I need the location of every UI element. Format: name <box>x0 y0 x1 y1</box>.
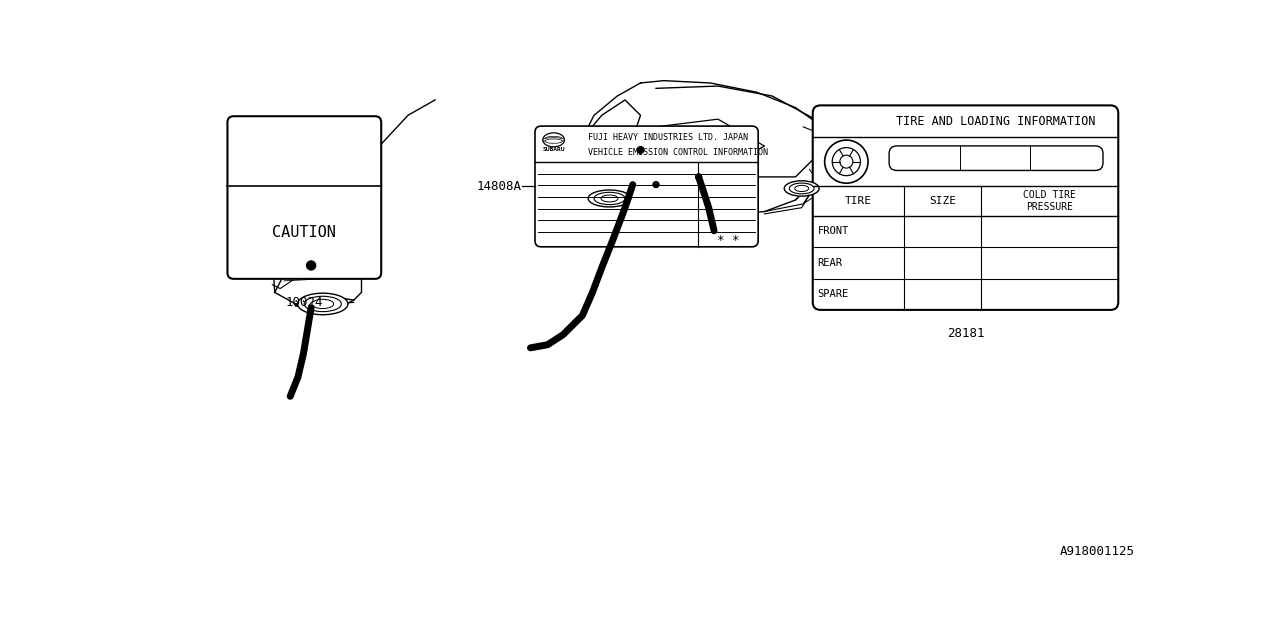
Text: FRONT: FRONT <box>818 227 849 237</box>
Text: CAUTION: CAUTION <box>273 225 337 240</box>
Circle shape <box>695 174 701 180</box>
Text: VEHICLE EMISSION CONTROL INFORMATION: VEHICLE EMISSION CONTROL INFORMATION <box>588 148 768 157</box>
Ellipse shape <box>795 186 809 191</box>
FancyBboxPatch shape <box>535 126 758 247</box>
FancyBboxPatch shape <box>813 106 1119 310</box>
Circle shape <box>832 148 860 175</box>
Text: REAR: REAR <box>818 258 842 268</box>
Ellipse shape <box>545 136 562 141</box>
Text: 10024: 10024 <box>285 296 323 308</box>
Ellipse shape <box>543 133 564 147</box>
Ellipse shape <box>545 139 562 143</box>
Circle shape <box>653 182 659 188</box>
Ellipse shape <box>312 300 334 308</box>
Circle shape <box>840 155 852 168</box>
Text: SIZE: SIZE <box>929 196 956 206</box>
Text: SPARE: SPARE <box>818 289 849 300</box>
Text: * *: * * <box>717 234 740 247</box>
Text: 14808A: 14808A <box>477 180 522 193</box>
FancyBboxPatch shape <box>228 116 381 279</box>
Text: COLD TIRE
PRESSURE: COLD TIRE PRESSURE <box>1023 190 1076 212</box>
FancyBboxPatch shape <box>890 146 1103 170</box>
Ellipse shape <box>543 138 564 142</box>
Ellipse shape <box>602 195 618 202</box>
Circle shape <box>306 261 316 270</box>
Text: SUBARU: SUBARU <box>543 147 564 152</box>
Text: TIRE: TIRE <box>845 196 872 206</box>
Ellipse shape <box>785 180 819 196</box>
Text: A918001125: A918001125 <box>1060 545 1135 558</box>
Text: 28181: 28181 <box>947 327 984 340</box>
Circle shape <box>824 140 868 183</box>
Ellipse shape <box>305 296 342 312</box>
Ellipse shape <box>790 183 814 194</box>
Ellipse shape <box>589 190 631 207</box>
Ellipse shape <box>297 293 348 315</box>
Text: TIRE AND LOADING INFORMATION: TIRE AND LOADING INFORMATION <box>896 115 1096 128</box>
Ellipse shape <box>594 192 625 205</box>
Circle shape <box>637 147 644 154</box>
Text: FUJI HEAVY INDUSTRIES LTD. JAPAN: FUJI HEAVY INDUSTRIES LTD. JAPAN <box>588 133 748 142</box>
